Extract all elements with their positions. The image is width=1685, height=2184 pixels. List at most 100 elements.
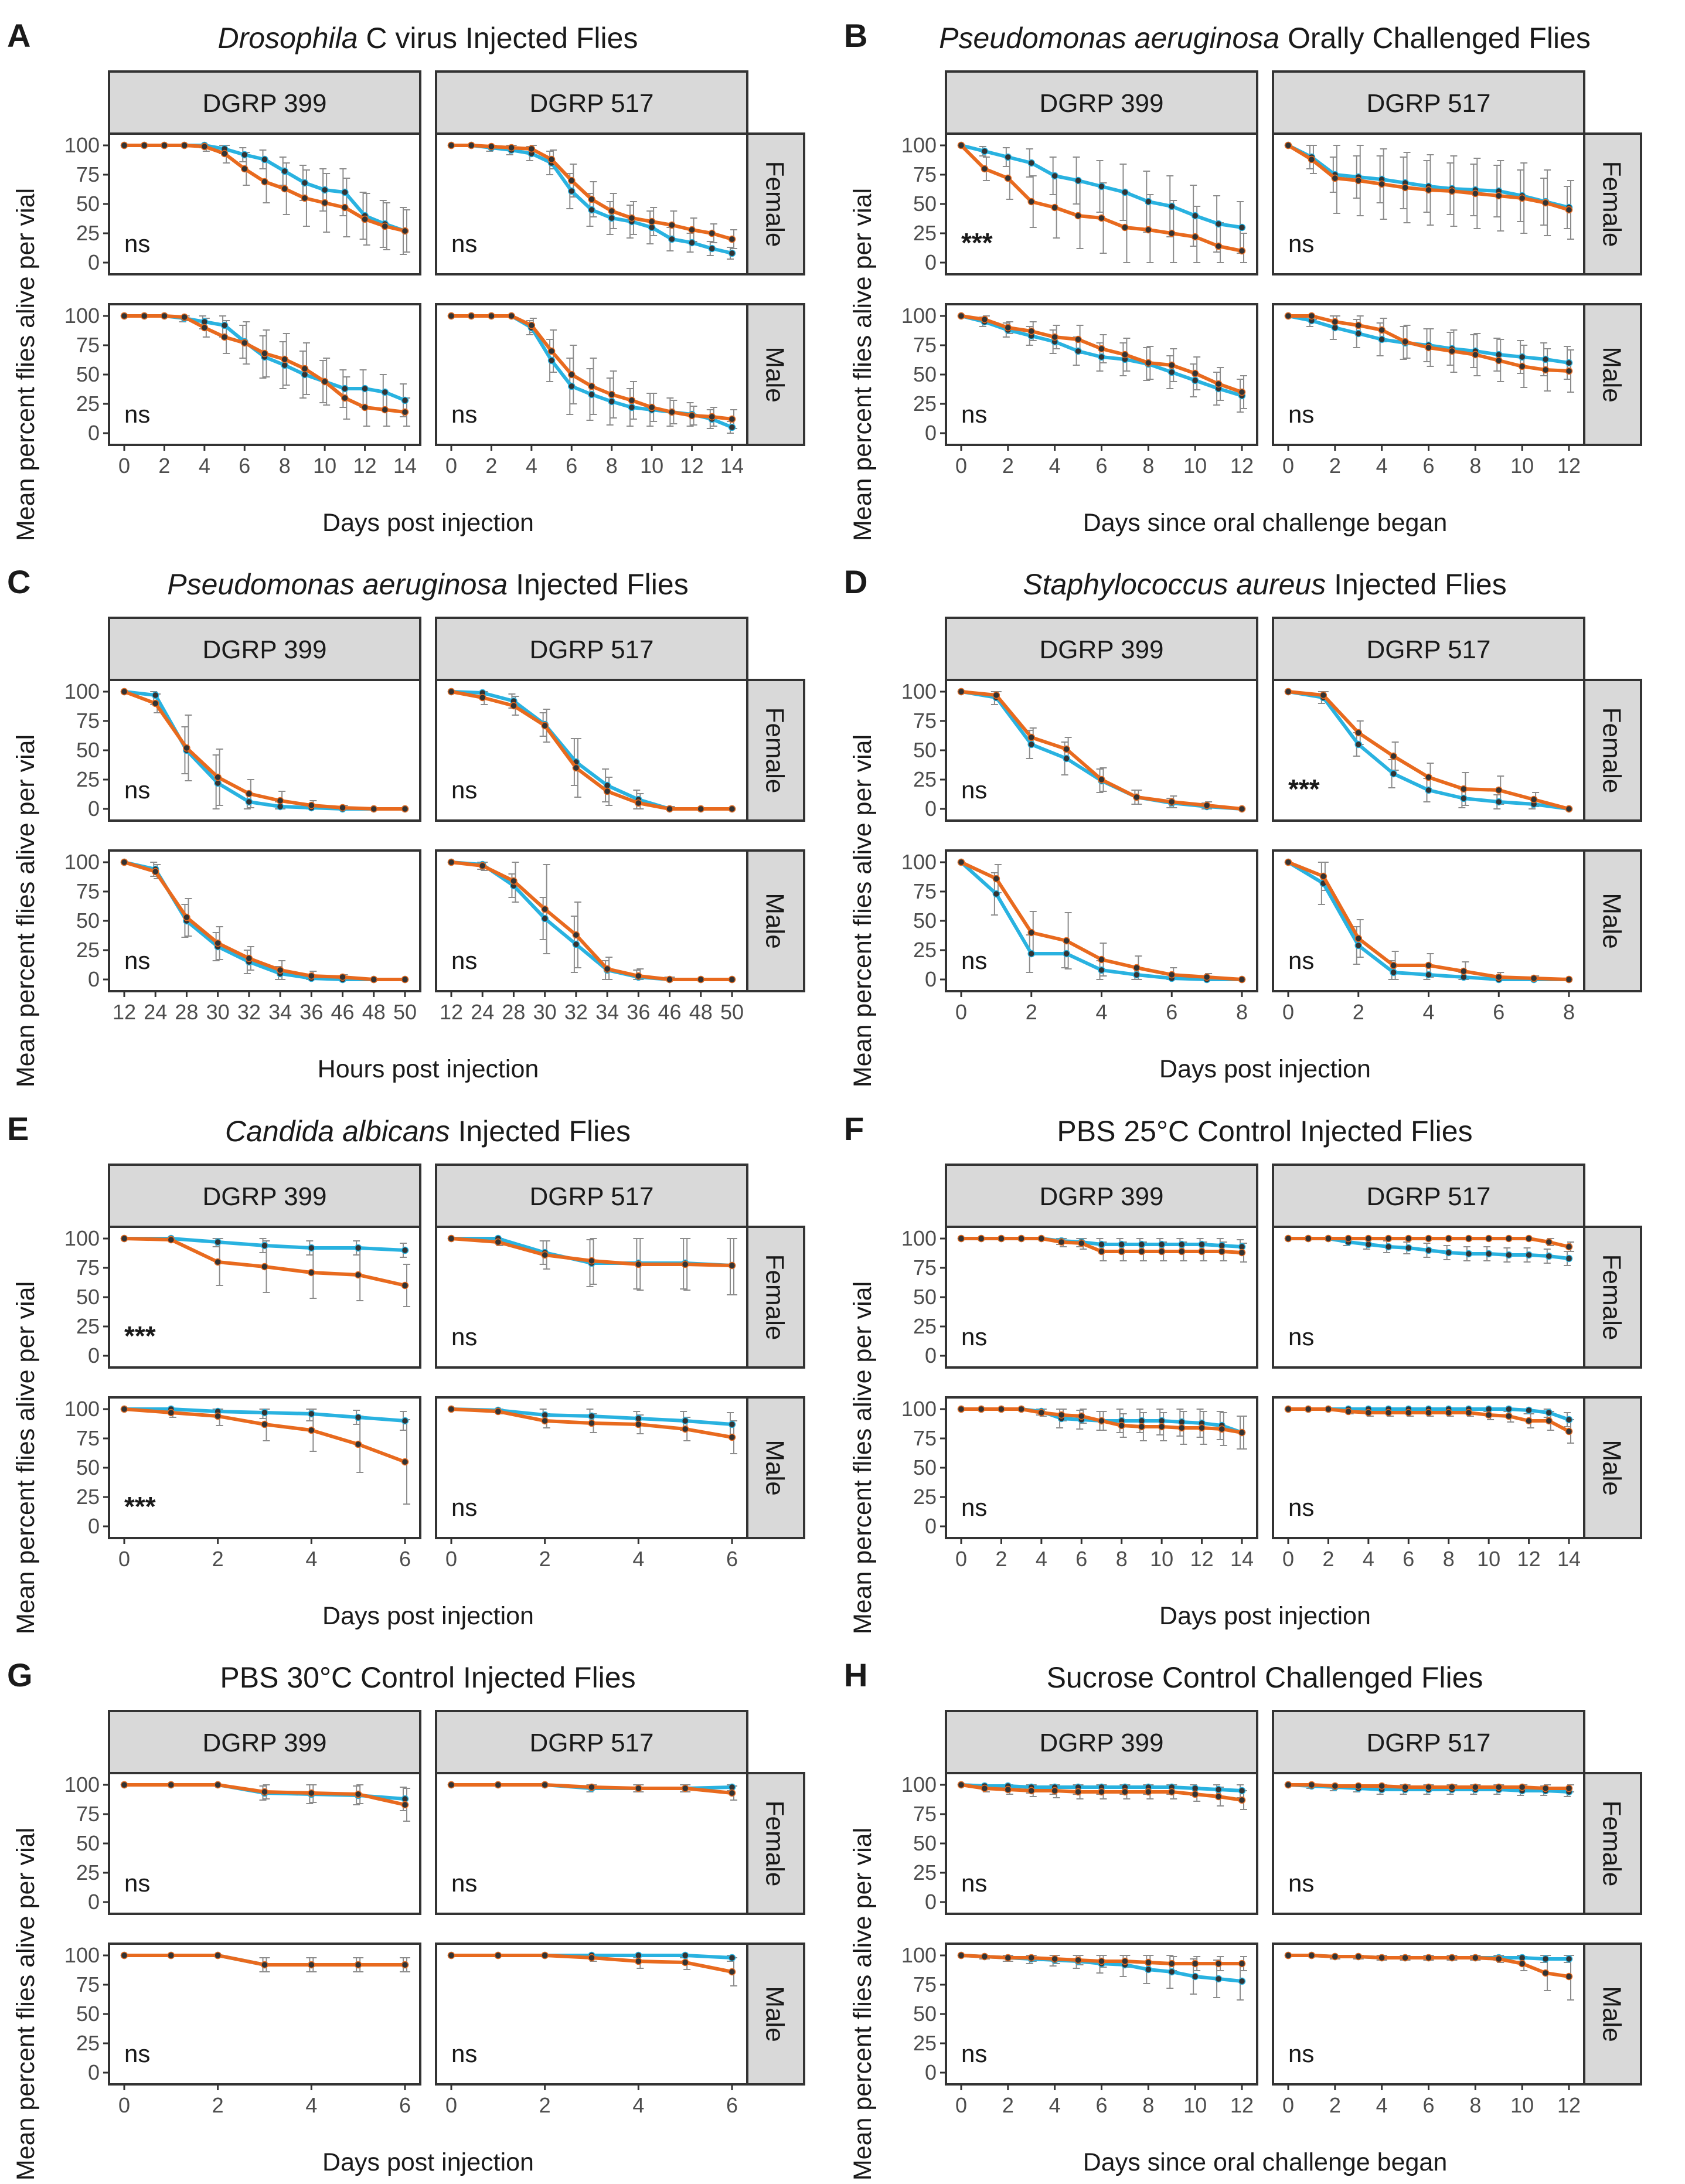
strain-strip-label: DGRP 517 (530, 89, 654, 118)
x-tick-label: 0 (118, 1547, 130, 1571)
x-tick-label: 6 (566, 454, 577, 478)
data-point-orange (1525, 1234, 1533, 1243)
facet-dgrp-399-female: 0 25 50 75 100 *** (64, 1226, 421, 1369)
strain-strip (108, 70, 421, 135)
strain-strip-label: DGRP 399 (203, 1182, 327, 1211)
y-tick-label: 0 (925, 250, 937, 274)
data-point-orange (1057, 1238, 1066, 1246)
significance-label: ns (961, 1494, 987, 1521)
chart-title: Drosophila C virus Injected Flies (218, 22, 638, 55)
panel-letter: F (844, 1110, 864, 1147)
data-point-orange (339, 973, 346, 981)
data-point-orange (354, 1271, 362, 1279)
sex-strip-label: Female (1598, 707, 1626, 794)
x-tick-label: 4 (1363, 1547, 1374, 1571)
data-point-orange (708, 413, 716, 421)
data-point-orange (1565, 1972, 1573, 1981)
significance-label: ns (1288, 1323, 1314, 1350)
data-point-orange (728, 415, 736, 423)
data-point-blue (1390, 968, 1397, 977)
facet-dgrp-399-female: 0 25 50 75 100 ns (901, 1772, 1258, 1915)
x-tick-label: 10 (313, 454, 336, 478)
data-point-orange (1344, 1234, 1352, 1243)
data-point-blue (547, 356, 556, 365)
y-tick-label: 25 (913, 1485, 937, 1509)
sex-strip-label: Male (1598, 1986, 1626, 2042)
data-point-orange (547, 347, 556, 355)
data-point-orange (1518, 1960, 1526, 1968)
significance-label: ns (124, 947, 150, 974)
data-point-orange (381, 222, 389, 230)
sex-strip (746, 1396, 805, 1539)
x-tick-label: 0 (118, 454, 130, 478)
data-point-orange (241, 339, 249, 347)
data-point-orange (1017, 1234, 1025, 1243)
data-point-orange (1138, 1423, 1146, 1431)
plot-frame (435, 679, 748, 822)
y-tick-label: 25 (913, 938, 937, 962)
data-point-orange (241, 165, 249, 173)
data-point-orange (1495, 192, 1503, 200)
y-tick-label: 100 (64, 1943, 100, 1967)
data-point-orange (1027, 928, 1035, 937)
facet-dgrp-399-female: 0 25 50 75 100 ns (901, 1226, 1258, 1369)
significance-label: ns (1288, 1869, 1314, 1897)
data-point-orange (447, 688, 455, 696)
x-tick-label: 0 (1282, 1547, 1294, 1571)
x-tick-label: 2 (1026, 1000, 1037, 1024)
data-point-orange (1074, 212, 1082, 220)
data-point-orange (214, 1781, 222, 1789)
data-point-orange (183, 744, 190, 752)
sex-strip-label: Female (1598, 1254, 1626, 1341)
data-point-blue (992, 890, 1000, 898)
plot-frame (945, 679, 1258, 822)
x-tick-label: 2 (212, 2093, 224, 2117)
y-axis-label: Mean percent flies alive per vial (12, 188, 40, 541)
y-tick-label: 50 (76, 1831, 100, 1855)
data-point-orange (220, 149, 229, 158)
y-tick-label: 75 (913, 1256, 937, 1280)
data-point-orange (957, 858, 965, 866)
x-tick-label: 0 (1282, 1000, 1294, 1024)
data-point-blue (1098, 353, 1105, 361)
strain-strip (435, 617, 748, 681)
data-point-blue (1425, 1246, 1432, 1254)
data-point-orange (214, 939, 222, 947)
strain-strip-label: DGRP 517 (530, 635, 654, 664)
data-point-blue (728, 423, 736, 431)
data-point-orange (1530, 795, 1538, 804)
data-point-blue (1027, 740, 1035, 749)
data-point-orange (981, 1784, 989, 1792)
series-line-orange (451, 860, 732, 981)
data-point-orange (401, 805, 409, 813)
y-tick-label: 100 (64, 850, 100, 874)
data-point-orange (1425, 1234, 1432, 1243)
strain-strip-label: DGRP 517 (530, 1182, 654, 1211)
data-point-blue (308, 1244, 315, 1252)
title-italic-part: Staphylococcus aureus (1023, 568, 1326, 601)
chart-F: F PBS 25°C Control Injected Flies Mean per… (844, 1110, 1642, 1634)
data-point-orange (728, 1261, 736, 1270)
data-point-blue (688, 239, 696, 247)
data-point-orange (1565, 1427, 1573, 1435)
data-point-orange (200, 324, 209, 332)
y-tick-label: 100 (901, 1773, 937, 1797)
x-tick-label: 10 (1183, 454, 1207, 478)
data-point-orange (1284, 858, 1292, 866)
plot-frame (1272, 1772, 1585, 1915)
x-tick-label: 4 (632, 1547, 644, 1571)
significance-label: *** (124, 1491, 156, 1522)
y-axis-label: Mean percent flies alive per vial (849, 1281, 877, 1634)
title-italic-part: Pseudomonas aeruginosa (167, 568, 508, 601)
data-point-orange (1218, 1425, 1226, 1433)
data-point-orange (261, 178, 268, 186)
data-point-orange (1284, 1781, 1292, 1789)
data-point-orange (1401, 183, 1409, 192)
data-point-orange (1364, 1409, 1373, 1417)
data-point-orange (1017, 1405, 1025, 1413)
data-point-orange (1118, 1421, 1125, 1430)
y-tick-label: 25 (76, 1314, 100, 1338)
x-tick-label: 0 (955, 2093, 967, 2117)
data-point-orange (181, 313, 188, 321)
data-point-orange (1472, 189, 1479, 198)
